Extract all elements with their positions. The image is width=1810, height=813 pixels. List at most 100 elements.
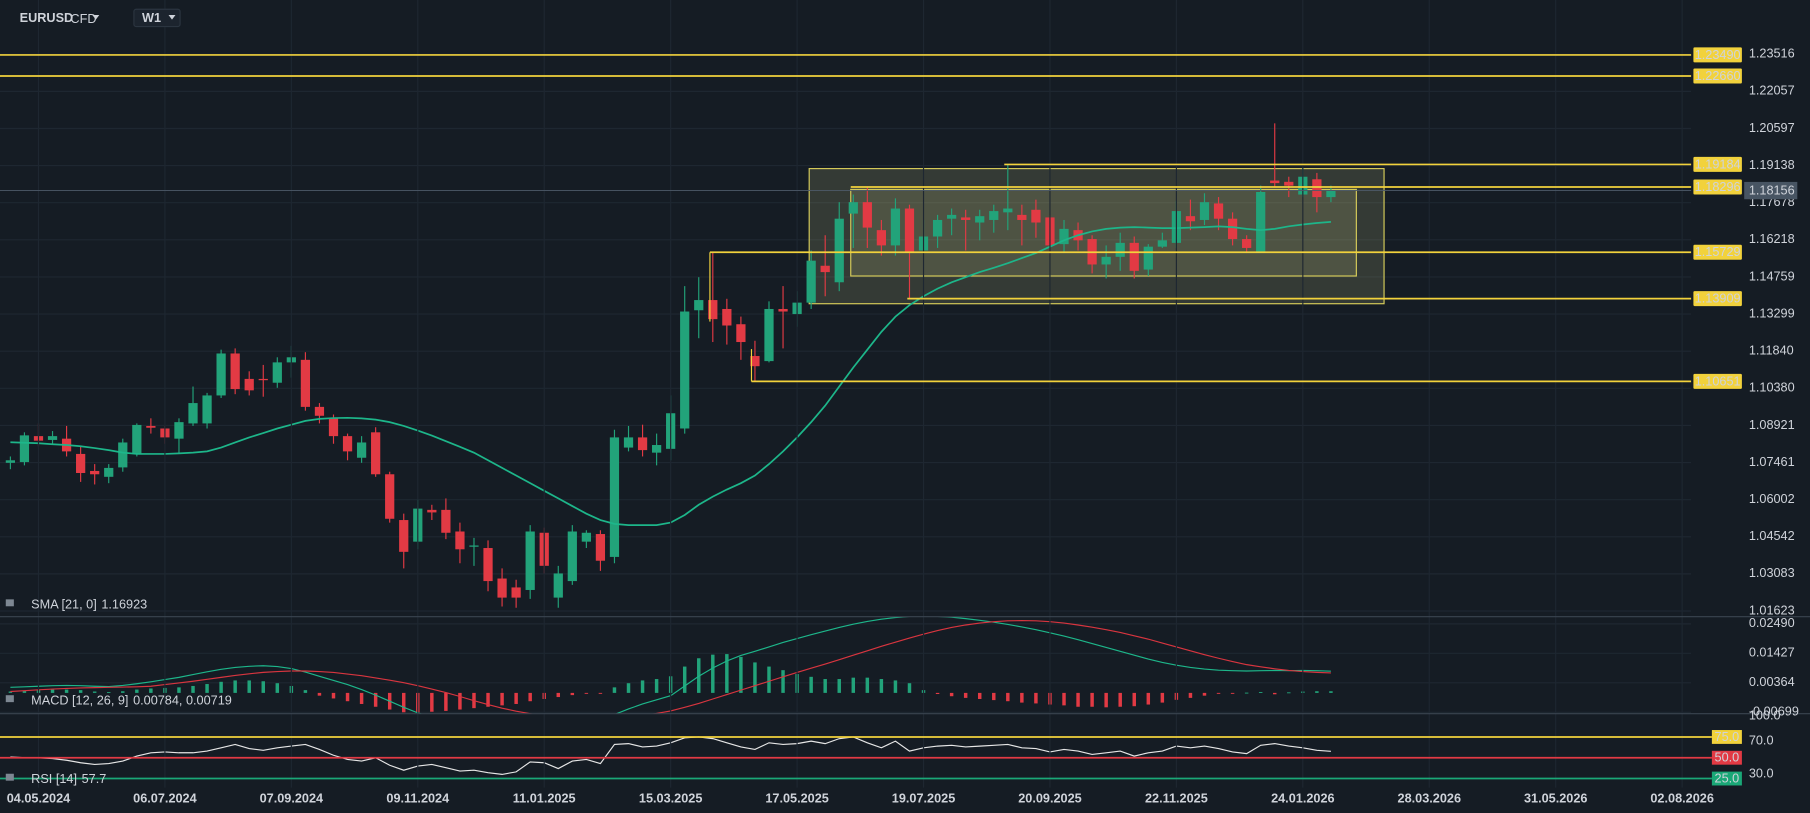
candle-body [399, 520, 409, 552]
macd-histogram-bar [1118, 692, 1122, 707]
y-tick-label: 1.23516 [1749, 47, 1795, 61]
candle-body [1185, 216, 1196, 222]
macd-histogram-bar [430, 692, 434, 712]
macd-histogram-bar [654, 679, 659, 693]
macd-histogram-bar [106, 692, 111, 693]
candle-body [778, 308, 788, 312]
macd-histogram-bar [500, 692, 504, 706]
macd-histogram-bar [219, 681, 223, 693]
timeframe[interactable]: W1 [142, 11, 161, 25]
x-tick-label: 04.05.2024 [7, 791, 70, 805]
candle-body [1326, 190, 1336, 198]
level-label: 1.19184 [1695, 157, 1741, 171]
macd-histogram-bar [373, 692, 378, 707]
candle-body [581, 532, 591, 542]
x-tick-label: 06.07.2024 [133, 791, 196, 805]
macd-histogram-bar [851, 677, 856, 693]
macd-histogram-bar [514, 692, 518, 704]
candle-body [1031, 209, 1041, 223]
macd-histogram-bar [626, 683, 631, 693]
macd-histogram-bar [837, 679, 841, 693]
macd-histogram-bar [8, 691, 13, 693]
candle-body [497, 578, 507, 598]
macd-histogram-bar [1315, 691, 1319, 693]
macd-histogram-bar [879, 679, 884, 693]
timeframe-box[interactable] [133, 8, 181, 28]
macd-histogram-bar [1104, 692, 1108, 708]
symbol[interactable]: EURUSD [20, 11, 74, 25]
candle-body [1129, 242, 1139, 271]
y-tick-label: 1.04542 [1749, 529, 1795, 543]
candle-body [118, 442, 128, 468]
y-tick-label: -0.00699 [1749, 705, 1799, 719]
macd-histogram-bar [1006, 692, 1010, 702]
candle-body [1143, 246, 1153, 270]
macd-histogram-bar [1034, 692, 1038, 704]
level-label-box [1693, 244, 1742, 260]
macd-histogram-bar [1020, 692, 1024, 703]
candle-body [1115, 242, 1125, 257]
y-tick-label: 70.0 [1749, 733, 1774, 747]
macd-histogram-bar [50, 689, 55, 693]
candle-body [1213, 203, 1224, 219]
candle-body [1017, 214, 1027, 220]
rsi-level-box [1711, 750, 1742, 765]
dropdown-arrow[interactable] [92, 15, 100, 20]
candle-body [876, 230, 886, 246]
macd-histogram-bar [1132, 692, 1136, 707]
dropdown-arrow[interactable] [168, 15, 176, 20]
candle-body [1227, 218, 1238, 240]
candle-body [904, 208, 915, 252]
candle-body [1242, 239, 1252, 248]
candle-body [76, 453, 86, 473]
candle-body [427, 509, 437, 513]
x-tick-label: 09.11.2024 [386, 791, 449, 805]
macd-histogram-bar [359, 692, 364, 704]
rsi-legend-value: 57.7 [82, 772, 107, 786]
macd-histogram-bar [711, 654, 715, 693]
macd-histogram-bar [823, 679, 827, 693]
x-tick-label: 28.03.2026 [1398, 791, 1461, 805]
macd-histogram-bar [1216, 692, 1221, 694]
candle-body [806, 260, 816, 303]
macd-histogram-bar [1076, 692, 1080, 707]
candle-body [609, 437, 620, 557]
candle-body [989, 211, 999, 220]
rsi-level-label: 25.0 [1715, 771, 1740, 785]
candle-body [314, 406, 325, 416]
macd-histogram-bar [767, 666, 771, 693]
x-tick-label: 20.09.2025 [1018, 791, 1081, 805]
candle-body [202, 395, 212, 424]
macd-histogram-bar [1160, 692, 1165, 703]
macd-histogram-bar [135, 689, 139, 693]
candle-body [1199, 202, 1210, 220]
macd-histogram-bar [402, 692, 406, 713]
y-tick-label: 1.20597 [1749, 121, 1795, 135]
y-tick-label: 1.19138 [1749, 158, 1795, 172]
macd-histogram-bar [1244, 692, 1249, 694]
macd-histogram-bar [22, 690, 27, 693]
x-tick-label: 07.09.2024 [260, 791, 323, 805]
macd-histogram-bar [317, 692, 322, 696]
level-label-box [1693, 68, 1742, 84]
candle-body [623, 437, 634, 448]
macd-histogram-bar [781, 670, 785, 693]
x-tick-label: 31.05.2026 [1524, 791, 1587, 805]
macd-histogram-bar [78, 690, 83, 693]
macd-histogram-bar [191, 685, 195, 693]
candle-body [19, 435, 30, 463]
candle-body [385, 474, 395, 519]
level-label-box [1693, 291, 1742, 307]
y-tick-label: 1.06002 [1749, 492, 1795, 506]
level-label: 1.23490 [1695, 48, 1741, 62]
symbol-type: CFD [70, 12, 96, 26]
level-label-box [1693, 373, 1742, 389]
macd-histogram-bar [64, 689, 69, 693]
candle-body [188, 403, 198, 424]
level-label: 1.13909 [1695, 292, 1741, 306]
y-tick-label: 1.10380 [1749, 381, 1795, 395]
macd-histogram-bar [149, 688, 153, 693]
level-label: 1.10651 [1695, 374, 1741, 388]
macd-histogram-bar [205, 684, 209, 693]
